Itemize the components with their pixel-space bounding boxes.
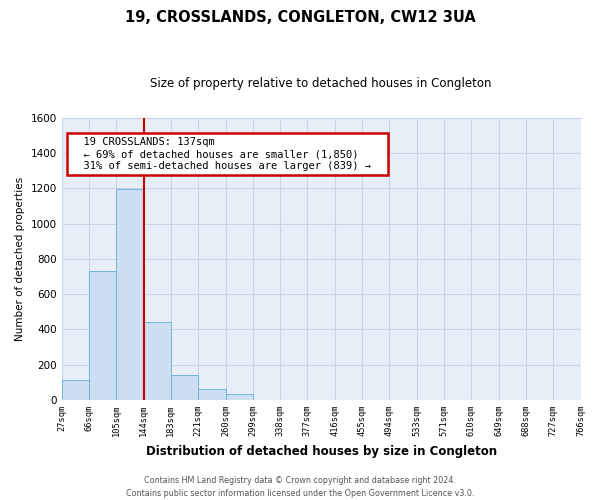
Y-axis label: Number of detached properties: Number of detached properties — [15, 177, 25, 341]
Bar — [226, 394, 253, 400]
Bar — [116, 190, 143, 400]
Text: 19 CROSSLANDS: 137sqm
  ← 69% of detached houses are smaller (1,850)
  31% of se: 19 CROSSLANDS: 137sqm ← 69% of detached … — [71, 138, 384, 170]
Bar — [62, 380, 89, 400]
Bar — [143, 322, 171, 400]
Bar — [198, 389, 226, 400]
Text: Contains HM Land Registry data © Crown copyright and database right 2024.
Contai: Contains HM Land Registry data © Crown c… — [126, 476, 474, 498]
Bar — [89, 272, 116, 400]
Bar — [171, 375, 198, 400]
Title: Size of property relative to detached houses in Congleton: Size of property relative to detached ho… — [151, 78, 492, 90]
Text: 19, CROSSLANDS, CONGLETON, CW12 3UA: 19, CROSSLANDS, CONGLETON, CW12 3UA — [125, 10, 475, 25]
X-axis label: Distribution of detached houses by size in Congleton: Distribution of detached houses by size … — [146, 444, 497, 458]
